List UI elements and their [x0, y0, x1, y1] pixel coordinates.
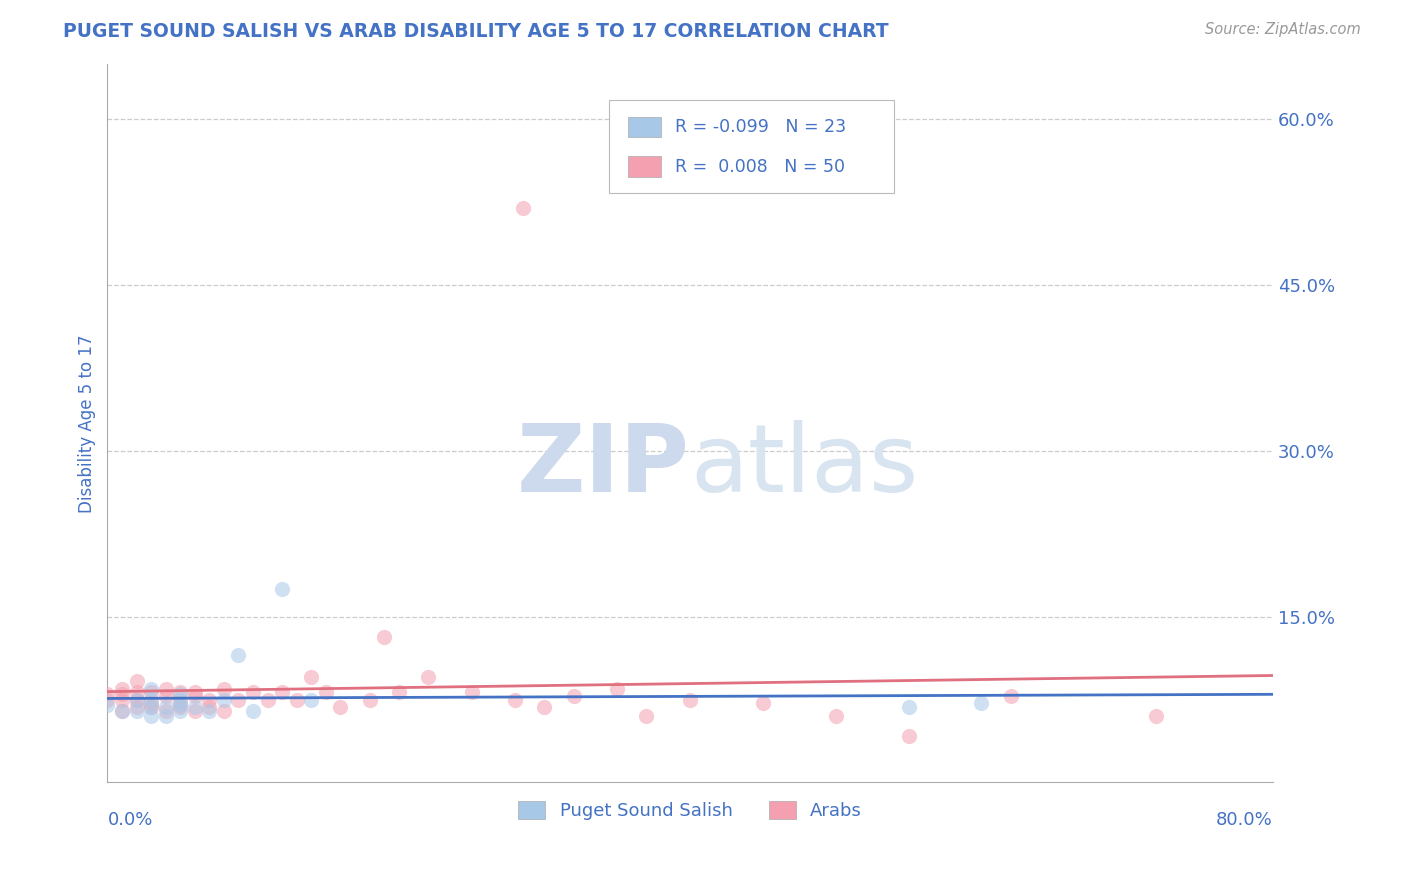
Point [198, 700, 221, 714]
Point [970, 696, 993, 710]
Text: Source: ZipAtlas.com: Source: ZipAtlas.com [1205, 22, 1361, 37]
Point [184, 704, 207, 718]
Point [388, 685, 411, 699]
Point [169, 685, 191, 699]
Point [169, 687, 191, 701]
Point [155, 709, 177, 723]
Point [184, 690, 207, 704]
Point [139, 692, 162, 706]
Point [139, 700, 162, 714]
Point [198, 704, 221, 718]
Point [285, 692, 308, 706]
Point [184, 685, 207, 699]
Point [897, 700, 920, 714]
Point [752, 696, 775, 710]
Point [139, 709, 162, 723]
Point [169, 704, 191, 718]
Point [460, 685, 482, 699]
Point [198, 692, 221, 706]
Point [359, 692, 381, 706]
Point [169, 700, 191, 714]
Point [228, 648, 250, 663]
Point [169, 692, 191, 706]
Text: R =  0.008   N = 50: R = 0.008 N = 50 [675, 158, 845, 176]
Point [96, 698, 118, 712]
Point [125, 685, 148, 699]
Point [299, 670, 322, 684]
Point [212, 704, 235, 718]
Point [139, 700, 162, 714]
Text: 80.0%: 80.0% [1216, 811, 1272, 830]
Point [256, 692, 278, 706]
Point [503, 692, 526, 706]
Point [111, 687, 134, 701]
Point [242, 685, 264, 699]
Text: 0.0%: 0.0% [107, 811, 153, 830]
Text: PUGET SOUND SALISH VS ARAB DISABILITY AGE 5 TO 17 CORRELATION CHART: PUGET SOUND SALISH VS ARAB DISABILITY AG… [63, 22, 889, 41]
Point [562, 690, 585, 704]
Point [184, 700, 207, 714]
Point [125, 700, 148, 714]
Point [96, 692, 118, 706]
Point [897, 729, 920, 743]
Point [242, 704, 264, 718]
Point [155, 690, 177, 704]
Point [125, 673, 148, 688]
Point [125, 692, 148, 706]
Point [533, 700, 555, 714]
Bar [628, 156, 661, 177]
Text: ZIP: ZIP [517, 420, 690, 512]
Point [299, 692, 322, 706]
Point [111, 681, 134, 696]
Point [1000, 690, 1022, 704]
Legend: Puget Sound Salish, Arabs: Puget Sound Salish, Arabs [510, 794, 869, 827]
Point [271, 582, 294, 596]
Point [512, 201, 534, 215]
Point [111, 692, 134, 706]
Point [824, 709, 846, 723]
FancyBboxPatch shape [609, 100, 894, 194]
Point [139, 685, 162, 699]
Bar [628, 117, 661, 136]
Point [606, 681, 628, 696]
Point [416, 670, 439, 684]
Point [169, 696, 191, 710]
Point [373, 630, 395, 644]
Point [329, 700, 352, 714]
Text: R = -0.099   N = 23: R = -0.099 N = 23 [675, 118, 846, 136]
Point [125, 704, 148, 718]
Point [155, 700, 177, 714]
Point [315, 685, 337, 699]
Point [271, 685, 294, 699]
Point [169, 698, 191, 712]
Point [155, 704, 177, 718]
Point [155, 681, 177, 696]
Text: atlas: atlas [690, 420, 918, 512]
Point [212, 692, 235, 706]
Point [228, 692, 250, 706]
Point [125, 692, 148, 706]
Point [96, 687, 118, 701]
Point [139, 681, 162, 696]
Point [111, 704, 134, 718]
Point [636, 709, 658, 723]
Point [679, 692, 702, 706]
Point [111, 704, 134, 718]
Point [1144, 709, 1167, 723]
Y-axis label: Disability Age 5 to 17: Disability Age 5 to 17 [79, 334, 96, 513]
Point [212, 681, 235, 696]
Point [139, 696, 162, 710]
